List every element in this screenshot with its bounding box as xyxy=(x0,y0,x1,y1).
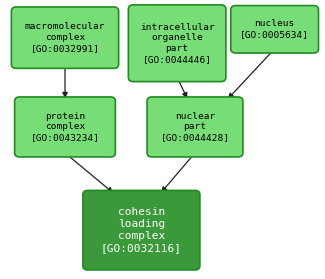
Text: nuclear
part
[GO:0044428]: nuclear part [GO:0044428] xyxy=(161,112,229,142)
FancyBboxPatch shape xyxy=(128,5,226,82)
Text: protein
complex
[GO:0043234]: protein complex [GO:0043234] xyxy=(31,112,99,142)
FancyBboxPatch shape xyxy=(83,190,200,270)
Text: nucleus
[GO:0005634]: nucleus [GO:0005634] xyxy=(240,20,309,39)
FancyBboxPatch shape xyxy=(231,6,318,53)
Text: intracellular
organelle
part
[GO:0044446]: intracellular organelle part [GO:0044446… xyxy=(140,23,214,64)
Text: macromolecular
complex
[GO:0032991]: macromolecular complex [GO:0032991] xyxy=(25,22,105,53)
FancyBboxPatch shape xyxy=(11,7,119,68)
FancyBboxPatch shape xyxy=(15,97,115,157)
FancyBboxPatch shape xyxy=(147,97,243,157)
Text: cohesin
loading
complex
[GO:0032116]: cohesin loading complex [GO:0032116] xyxy=(101,207,182,253)
